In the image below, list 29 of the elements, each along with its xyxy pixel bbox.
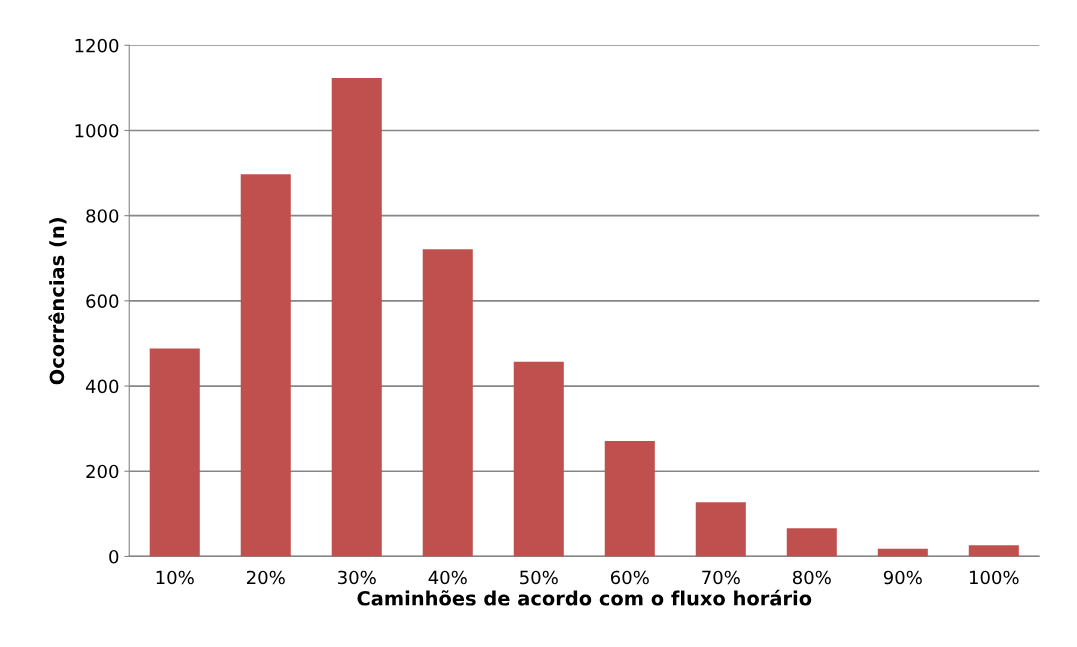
y-tick-label: 1000 bbox=[75, 123, 119, 138]
bar bbox=[968, 545, 1019, 557]
x-tick-label: 30% bbox=[338, 570, 376, 585]
y-axis-title: Ocorrências (n) bbox=[48, 218, 67, 385]
y-tick-label: 800 bbox=[86, 209, 119, 223]
x-tick-label: 50% bbox=[520, 570, 558, 585]
x-axis-title: Caminhões de acordo com o fluxo horário bbox=[357, 589, 812, 606]
x-tick-label: 20% bbox=[247, 570, 285, 585]
x-tick-label: 40% bbox=[428, 570, 467, 585]
bar bbox=[877, 548, 928, 557]
x-tick-label: 60% bbox=[610, 570, 649, 585]
bar bbox=[513, 361, 564, 557]
x-tick-label: 80% bbox=[792, 570, 831, 585]
bar bbox=[240, 174, 291, 557]
bar bbox=[331, 78, 382, 557]
bar bbox=[422, 249, 473, 557]
y-tick-label: 400 bbox=[85, 379, 119, 394]
bar bbox=[786, 528, 837, 557]
bar bbox=[149, 348, 200, 557]
x-tick-label: 10% bbox=[156, 570, 194, 585]
bar bbox=[695, 502, 746, 557]
x-tick-label: 70% bbox=[702, 570, 740, 585]
y-tick-label: 600 bbox=[86, 294, 119, 308]
y-tick-label: 1200 bbox=[75, 38, 119, 53]
x-tick-label: 90% bbox=[883, 570, 922, 585]
bar bbox=[604, 440, 655, 557]
y-tick-label: 200 bbox=[86, 464, 119, 479]
x-tick-label: 100% bbox=[969, 570, 1019, 585]
y-tick-label: 0 bbox=[109, 549, 119, 564]
